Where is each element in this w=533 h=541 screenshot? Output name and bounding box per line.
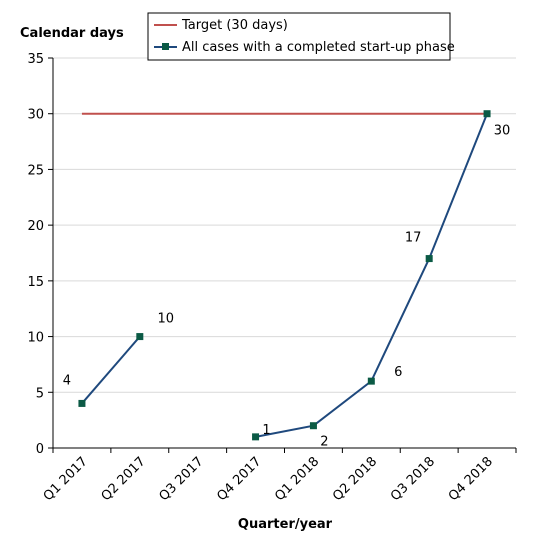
- y-axis-ticks: 0 5 10 15 20 25 30 35: [27, 52, 44, 457]
- data-label: 6: [394, 365, 402, 380]
- y-tick-label: 15: [27, 275, 44, 290]
- x-tick-label: Q1 2017: [41, 454, 91, 504]
- data-label: 4: [63, 373, 71, 388]
- legend: Target (30 days) All cases with a comple…: [147, 12, 455, 61]
- y-tick-label: 35: [27, 52, 44, 67]
- data-point: [425, 255, 433, 263]
- y-axis-title: Calendar days: [20, 26, 124, 41]
- data-labels: 4 10 1 2 6 17 30: [63, 124, 511, 450]
- y-tick-label: 0: [36, 442, 44, 457]
- y-tick-label: 20: [27, 219, 44, 234]
- x-tick-label: Q4 2017: [214, 454, 264, 504]
- data-point: [367, 377, 375, 385]
- data-label: 30: [494, 124, 511, 139]
- data-point: [252, 433, 260, 441]
- axes: [48, 57, 517, 453]
- data-label: 1: [262, 423, 270, 438]
- legend-target-label: Target (30 days): [181, 18, 288, 33]
- y-tick-label: 10: [27, 331, 44, 346]
- x-tick-label: Q2 2018: [330, 454, 380, 504]
- y-tick-label: 5: [36, 386, 44, 401]
- legend-series-marker: [162, 43, 169, 50]
- series-line: [255, 113, 488, 438]
- legend-box: [147, 12, 451, 61]
- x-tick-label: Q4 2018: [446, 454, 496, 504]
- legend-series-label: All cases with a completed start-up phas…: [182, 40, 455, 55]
- gridlines: [53, 57, 516, 393]
- x-axis-title: Quarter/year: [238, 517, 333, 532]
- x-tick-label: Q2 2017: [99, 454, 149, 504]
- data-point: [483, 110, 491, 118]
- series-line: [81, 335, 141, 405]
- x-axis-ticks: Q1 2017 Q2 2017 Q3 2017 Q4 2017 Q1 2018 Q2 20…: [41, 454, 496, 504]
- x-tick-label: Q1 2018: [272, 454, 322, 504]
- y-tick-label: 30: [27, 108, 44, 123]
- cases-series: [78, 110, 491, 441]
- data-label: 17: [405, 231, 422, 246]
- x-tick-label: Q3 2017: [156, 454, 206, 504]
- data-point: [78, 399, 86, 407]
- data-point: [309, 422, 317, 430]
- x-tick-label: Q3 2018: [388, 454, 438, 504]
- data-label: 10: [158, 312, 175, 327]
- data-label: 2: [320, 435, 328, 450]
- data-point: [136, 333, 144, 341]
- y-tick-label: 25: [27, 163, 44, 178]
